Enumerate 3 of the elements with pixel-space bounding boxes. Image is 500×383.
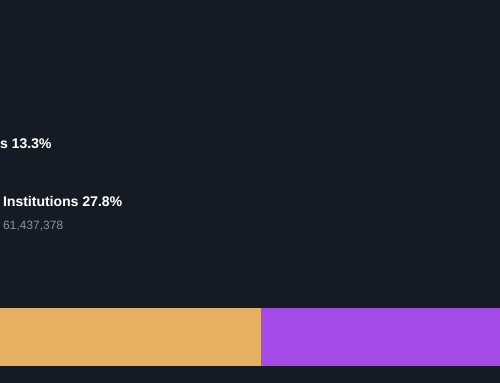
text: s 13.3%	[0, 135, 52, 151]
text: 61,437,378	[3, 218, 64, 232]
text: Institutions 27.8%	[3, 193, 123, 209]
